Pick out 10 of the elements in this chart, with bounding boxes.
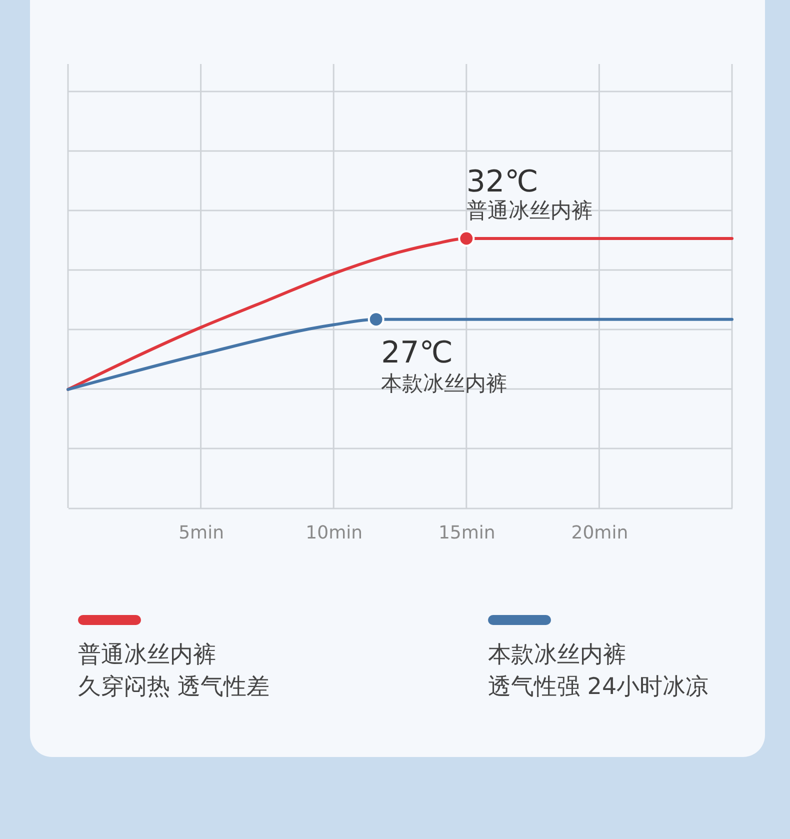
- x-tick-label: 20min: [571, 522, 628, 544]
- annotation: 27℃ 本款冰丝内裤: [381, 335, 508, 396]
- legend-label: 本款冰丝内裤: [488, 642, 626, 668]
- x-tick-label: 5min: [178, 522, 224, 544]
- x-tick-label: 10min: [306, 522, 363, 544]
- text: 透气性强 24小时冰凉: [488, 674, 709, 700]
- legend-label: 普通冰丝内裤: [78, 642, 216, 668]
- text: 久穿闷热 透气性差: [78, 674, 270, 700]
- x-tick-label: 15min: [438, 522, 496, 544]
- annotation: 32℃ 普通冰丝内裤: [466, 164, 592, 222]
